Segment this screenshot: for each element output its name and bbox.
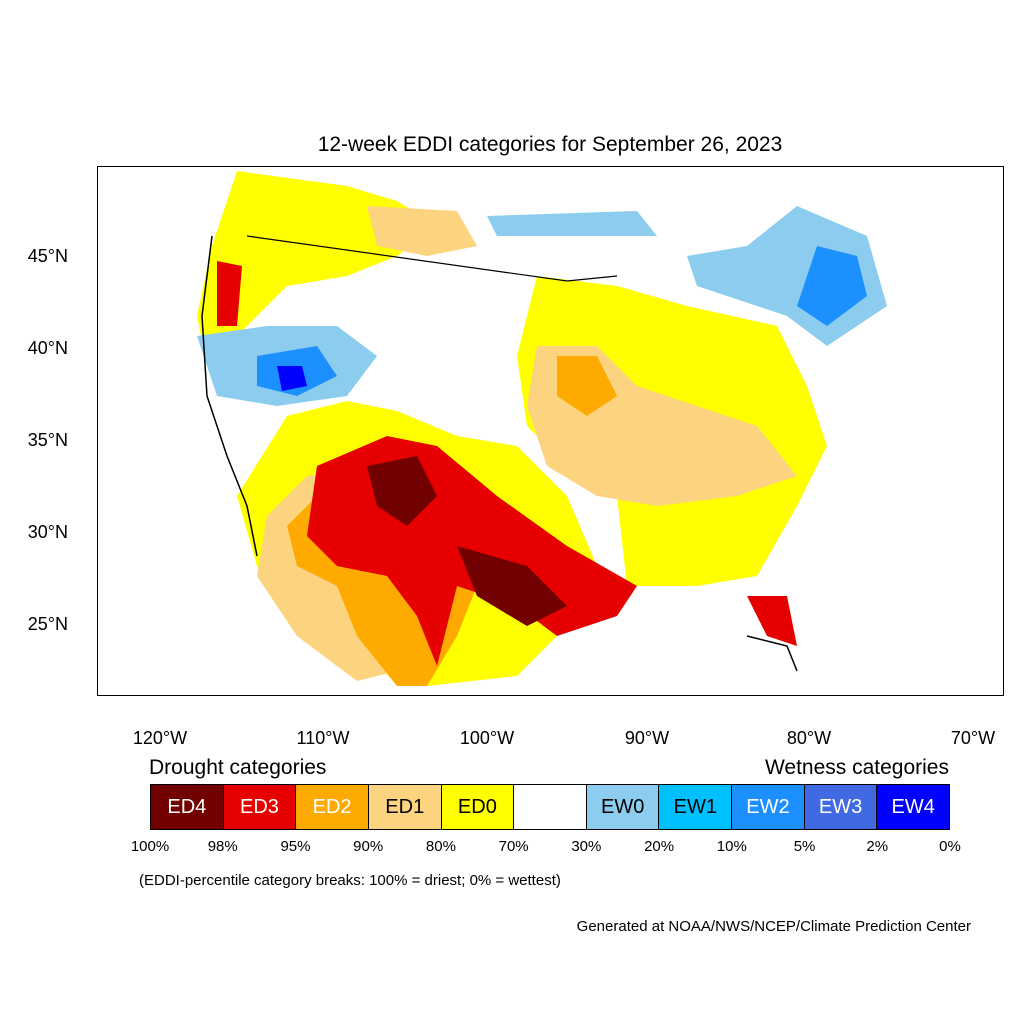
credit: Generated at NOAA/NWS/NCEP/Climate Predi… <box>576 918 971 935</box>
legend-cell-ew1: EW1 <box>659 785 733 829</box>
legend-break-label: 90% <box>353 838 384 855</box>
legend-break-label: 70% <box>498 838 529 855</box>
lon-label-90: 90°W <box>624 728 670 748</box>
map-frame <box>97 166 1004 696</box>
lon-label-110: 110°W <box>296 728 350 748</box>
legend-break-label: 20% <box>644 838 675 855</box>
ed4-region <box>457 546 567 626</box>
legend-cell-ed1: ED1 <box>368 785 442 829</box>
legend-break-label: 98% <box>207 838 238 855</box>
legend-break-label: 0% <box>939 838 961 855</box>
legend-break-label: 5% <box>793 838 816 855</box>
legend-break-label: 2% <box>866 838 889 855</box>
lat-label-40: 40°N <box>27 338 68 358</box>
legend-break-label: 80% <box>425 838 456 855</box>
lat-label-45: 45°N <box>27 246 68 266</box>
legend-cell-ed4: ED4 <box>151 785 224 829</box>
legend-cell-ew2: EW2 <box>732 785 805 829</box>
legend-break-label: 100% <box>130 838 170 855</box>
lon-label-70: 70°W <box>950 728 996 748</box>
legend-cell-ed3: ED3 <box>223 785 297 829</box>
lon-label-80: 80°W <box>786 728 832 748</box>
ew0-region <box>487 211 657 236</box>
legend-cell-ew4: EW4 <box>877 785 950 829</box>
legend-cell-ed2: ED2 <box>296 785 369 829</box>
legend-break-label: 10% <box>716 838 747 855</box>
ed3-region <box>217 261 242 326</box>
drought-heading: Drought categories <box>149 756 327 779</box>
lon-label-120: 120°W <box>132 728 188 748</box>
coastline <box>746 635 798 672</box>
legend-cell-ew3: EW3 <box>804 785 878 829</box>
legend-bar: ED4 ED3 ED2 ED1 ED0 EW0 EW1 EW2 EW3 EW4 <box>150 784 950 830</box>
ed1-region <box>367 206 477 256</box>
ed4-region <box>367 456 437 526</box>
legend-break-label: 95% <box>280 838 311 855</box>
lat-label-25: 25°N <box>27 614 68 634</box>
map-title: 12-week EDDI categories for September 26… <box>317 133 783 156</box>
legend-cell-neutral <box>514 785 587 829</box>
lat-label-35: 35°N <box>27 430 68 450</box>
legend-cell-ew0: EW0 <box>586 785 660 829</box>
ew2-region <box>797 246 867 326</box>
lat-label-30: 30°N <box>27 522 68 542</box>
lon-label-100: 100°W <box>459 728 515 748</box>
legend-cell-ed0: ED0 <box>441 785 515 829</box>
border-line <box>246 235 618 282</box>
ed3-region <box>747 596 797 646</box>
legend-break-label: 30% <box>571 838 602 855</box>
breaks-note: (EDDI-percentile category breaks: 100% =… <box>139 872 561 889</box>
wetness-heading: Wetness categories <box>764 756 949 779</box>
ew4-region <box>277 366 307 391</box>
coastline <box>201 235 258 557</box>
ed2-region <box>557 356 617 416</box>
